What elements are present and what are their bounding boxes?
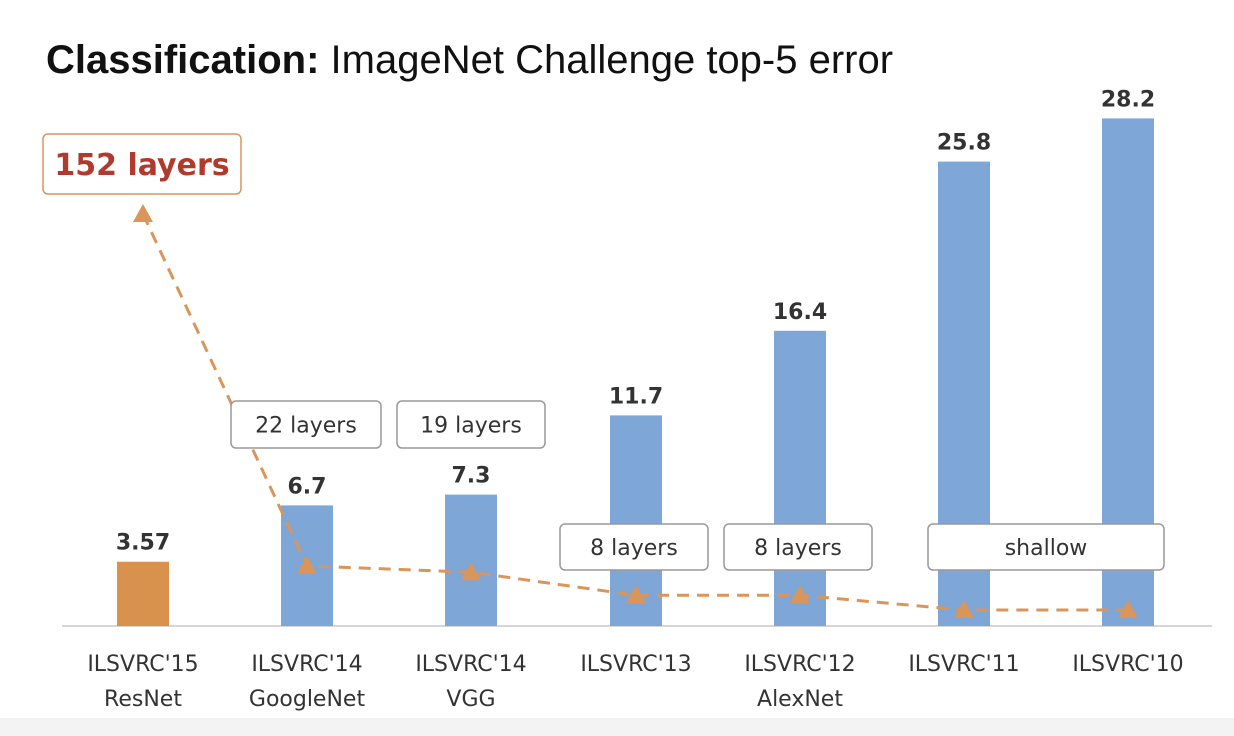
bar-3 xyxy=(445,494,497,626)
layer-boxes: 152 layers 22 layers 19 layers 8 layers 8 la… xyxy=(42,133,1165,571)
layer-box-2 xyxy=(230,400,382,449)
x-tick-sublabel-2: GoogleNet xyxy=(249,687,366,712)
layer-box-label-6: shallow xyxy=(1005,536,1088,561)
layer-marker-7 xyxy=(1118,600,1138,618)
value-label-5: 16.4 xyxy=(773,300,827,325)
value-label-4: 11.7 xyxy=(609,384,663,409)
layer-box-label-4: 8 layers xyxy=(590,536,678,561)
chart-title: Classification: ImageNet Challenge top-5… xyxy=(46,38,893,83)
layer-marker-3 xyxy=(461,562,481,581)
layer-depth-line xyxy=(133,204,1138,618)
bar-5 xyxy=(774,330,826,626)
bar-1 xyxy=(117,561,169,626)
x-tick-label-7: ILSVRC'10 xyxy=(1072,652,1183,677)
layer-marker-4 xyxy=(626,585,646,604)
layer-marker-2 xyxy=(297,555,317,574)
value-labels: 3.57 6.7 7.3 11.7 16.4 25.8 28.2 xyxy=(116,87,1155,555)
value-label-3: 7.3 xyxy=(452,464,491,489)
value-label-1: 3.57 xyxy=(116,531,170,556)
x-tick-label-3: ILSVRC'14 xyxy=(415,652,526,677)
layer-box-label-5: 8 layers xyxy=(754,536,842,561)
x-tick-label-6: ILSVRC'11 xyxy=(908,652,1019,677)
x-tick-sublabel-1: ResNet xyxy=(104,687,182,712)
x-tick-label-1: ILSVRC'15 xyxy=(87,652,198,677)
value-label-2: 6.7 xyxy=(288,474,327,499)
layer-box-label-1: 152 layers xyxy=(54,148,229,183)
x-tick-sublabel-5: AlexNet xyxy=(757,687,843,712)
layer-box-3 xyxy=(396,400,546,449)
x-tick-labels: ILSVRC'15 ResNet ILSVRC'14 GoogleNet ILSVRC'… xyxy=(87,652,1183,712)
layer-box-label-2: 22 layers xyxy=(255,413,357,438)
bottom-strip xyxy=(0,718,1234,736)
layer-box-4 xyxy=(559,523,709,571)
chart-title-rest: ImageNet Challenge top-5 error xyxy=(330,38,894,82)
x-tick-label-5: ILSVRC'12 xyxy=(744,652,855,677)
x-tick-label-2: ILSVRC'14 xyxy=(251,652,362,677)
layer-marker-1 xyxy=(133,204,153,222)
layer-box-label-3: 19 layers xyxy=(420,413,522,438)
layer-box-1 xyxy=(42,133,242,195)
layer-marker-6 xyxy=(954,600,974,618)
value-label-6: 25.8 xyxy=(937,131,991,156)
value-label-7: 28.2 xyxy=(1101,87,1155,112)
layer-marker-5 xyxy=(790,585,810,604)
layer-box-6 xyxy=(927,523,1165,571)
x-tick-label-4: ILSVRC'13 xyxy=(580,652,691,677)
x-tick-sublabel-3: VGG xyxy=(446,687,495,712)
chart-title-bold: Classification: xyxy=(46,38,320,82)
layer-box-5 xyxy=(723,523,873,571)
